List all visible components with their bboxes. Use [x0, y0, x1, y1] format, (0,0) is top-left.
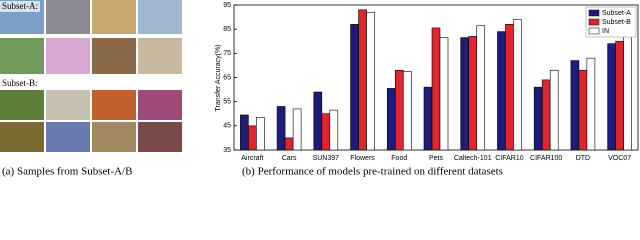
x-tick-label: CIFAR10	[495, 155, 524, 162]
bar	[292, 108, 302, 151]
bar	[505, 24, 514, 151]
x-tick-label: Food	[391, 155, 407, 162]
bar	[476, 25, 486, 151]
x-tick-label: DTD	[576, 155, 590, 162]
bar	[386, 88, 396, 151]
bar	[607, 43, 616, 151]
x-tick-label: Flowers	[350, 155, 375, 162]
x-tick-label: SUN397	[313, 155, 340, 162]
figure: Subset-A: Subset-B: (a) Samples from Sub…	[0, 0, 639, 178]
y-tick-label: 85	[223, 26, 231, 33]
bar	[366, 11, 375, 151]
y-tick-label: 35	[223, 147, 231, 154]
legend-label: Subset-A	[602, 10, 631, 17]
bar	[350, 24, 359, 151]
bar	[248, 125, 257, 151]
bar	[586, 57, 596, 151]
caption: (a) Samples from Subset-A/B	[2, 166, 132, 178]
bar	[578, 69, 588, 151]
y-tick-label: 75	[223, 50, 231, 57]
bar	[460, 37, 470, 151]
bar	[329, 109, 339, 151]
subset-b-label: Subset-B:	[2, 78, 38, 88]
sample-images	[0, 0, 182, 152]
bar	[423, 86, 433, 151]
bar	[394, 69, 404, 151]
bar	[431, 27, 441, 151]
bar	[533, 86, 543, 151]
x-tick-label: Caltech-101	[454, 155, 492, 162]
bar	[402, 71, 412, 151]
bar	[541, 79, 551, 151]
legend-label: IN	[602, 28, 609, 35]
bar	[439, 37, 449, 151]
legend-label: Subset-B	[602, 19, 631, 26]
legend-swatch	[588, 27, 600, 35]
x-tick-label: Pets	[429, 155, 444, 162]
bar	[321, 113, 331, 151]
bar	[570, 60, 580, 151]
bar	[284, 137, 294, 151]
y-axis-label: Transfer Accuracy(%)	[215, 44, 222, 111]
legend-swatch	[588, 18, 600, 26]
label-bg	[0, 1, 40, 12]
bar	[256, 117, 265, 151]
x-tick-label: CIFAR100	[530, 155, 562, 162]
bar	[468, 36, 478, 151]
y-tick-label: 65	[223, 74, 231, 81]
caption: (b) Performance of models pre-trained on…	[242, 166, 503, 178]
bar	[615, 40, 624, 151]
legend-swatch	[588, 9, 600, 17]
x-tick-label: Cars	[282, 155, 297, 162]
bar	[313, 91, 323, 151]
subset-a-label: Subset-A:	[2, 1, 38, 11]
bar	[549, 69, 559, 151]
x-tick-label: Aircraft	[241, 155, 263, 162]
bar	[513, 19, 522, 151]
x-tick-label: VOC07	[608, 155, 631, 162]
bar	[358, 9, 367, 151]
bar	[240, 114, 249, 151]
y-tick-label: 55	[223, 99, 231, 106]
bar	[497, 31, 506, 151]
bar	[276, 106, 286, 151]
bar	[623, 34, 632, 151]
y-tick-label: 95	[223, 2, 231, 9]
y-tick-label: 45	[223, 123, 231, 130]
